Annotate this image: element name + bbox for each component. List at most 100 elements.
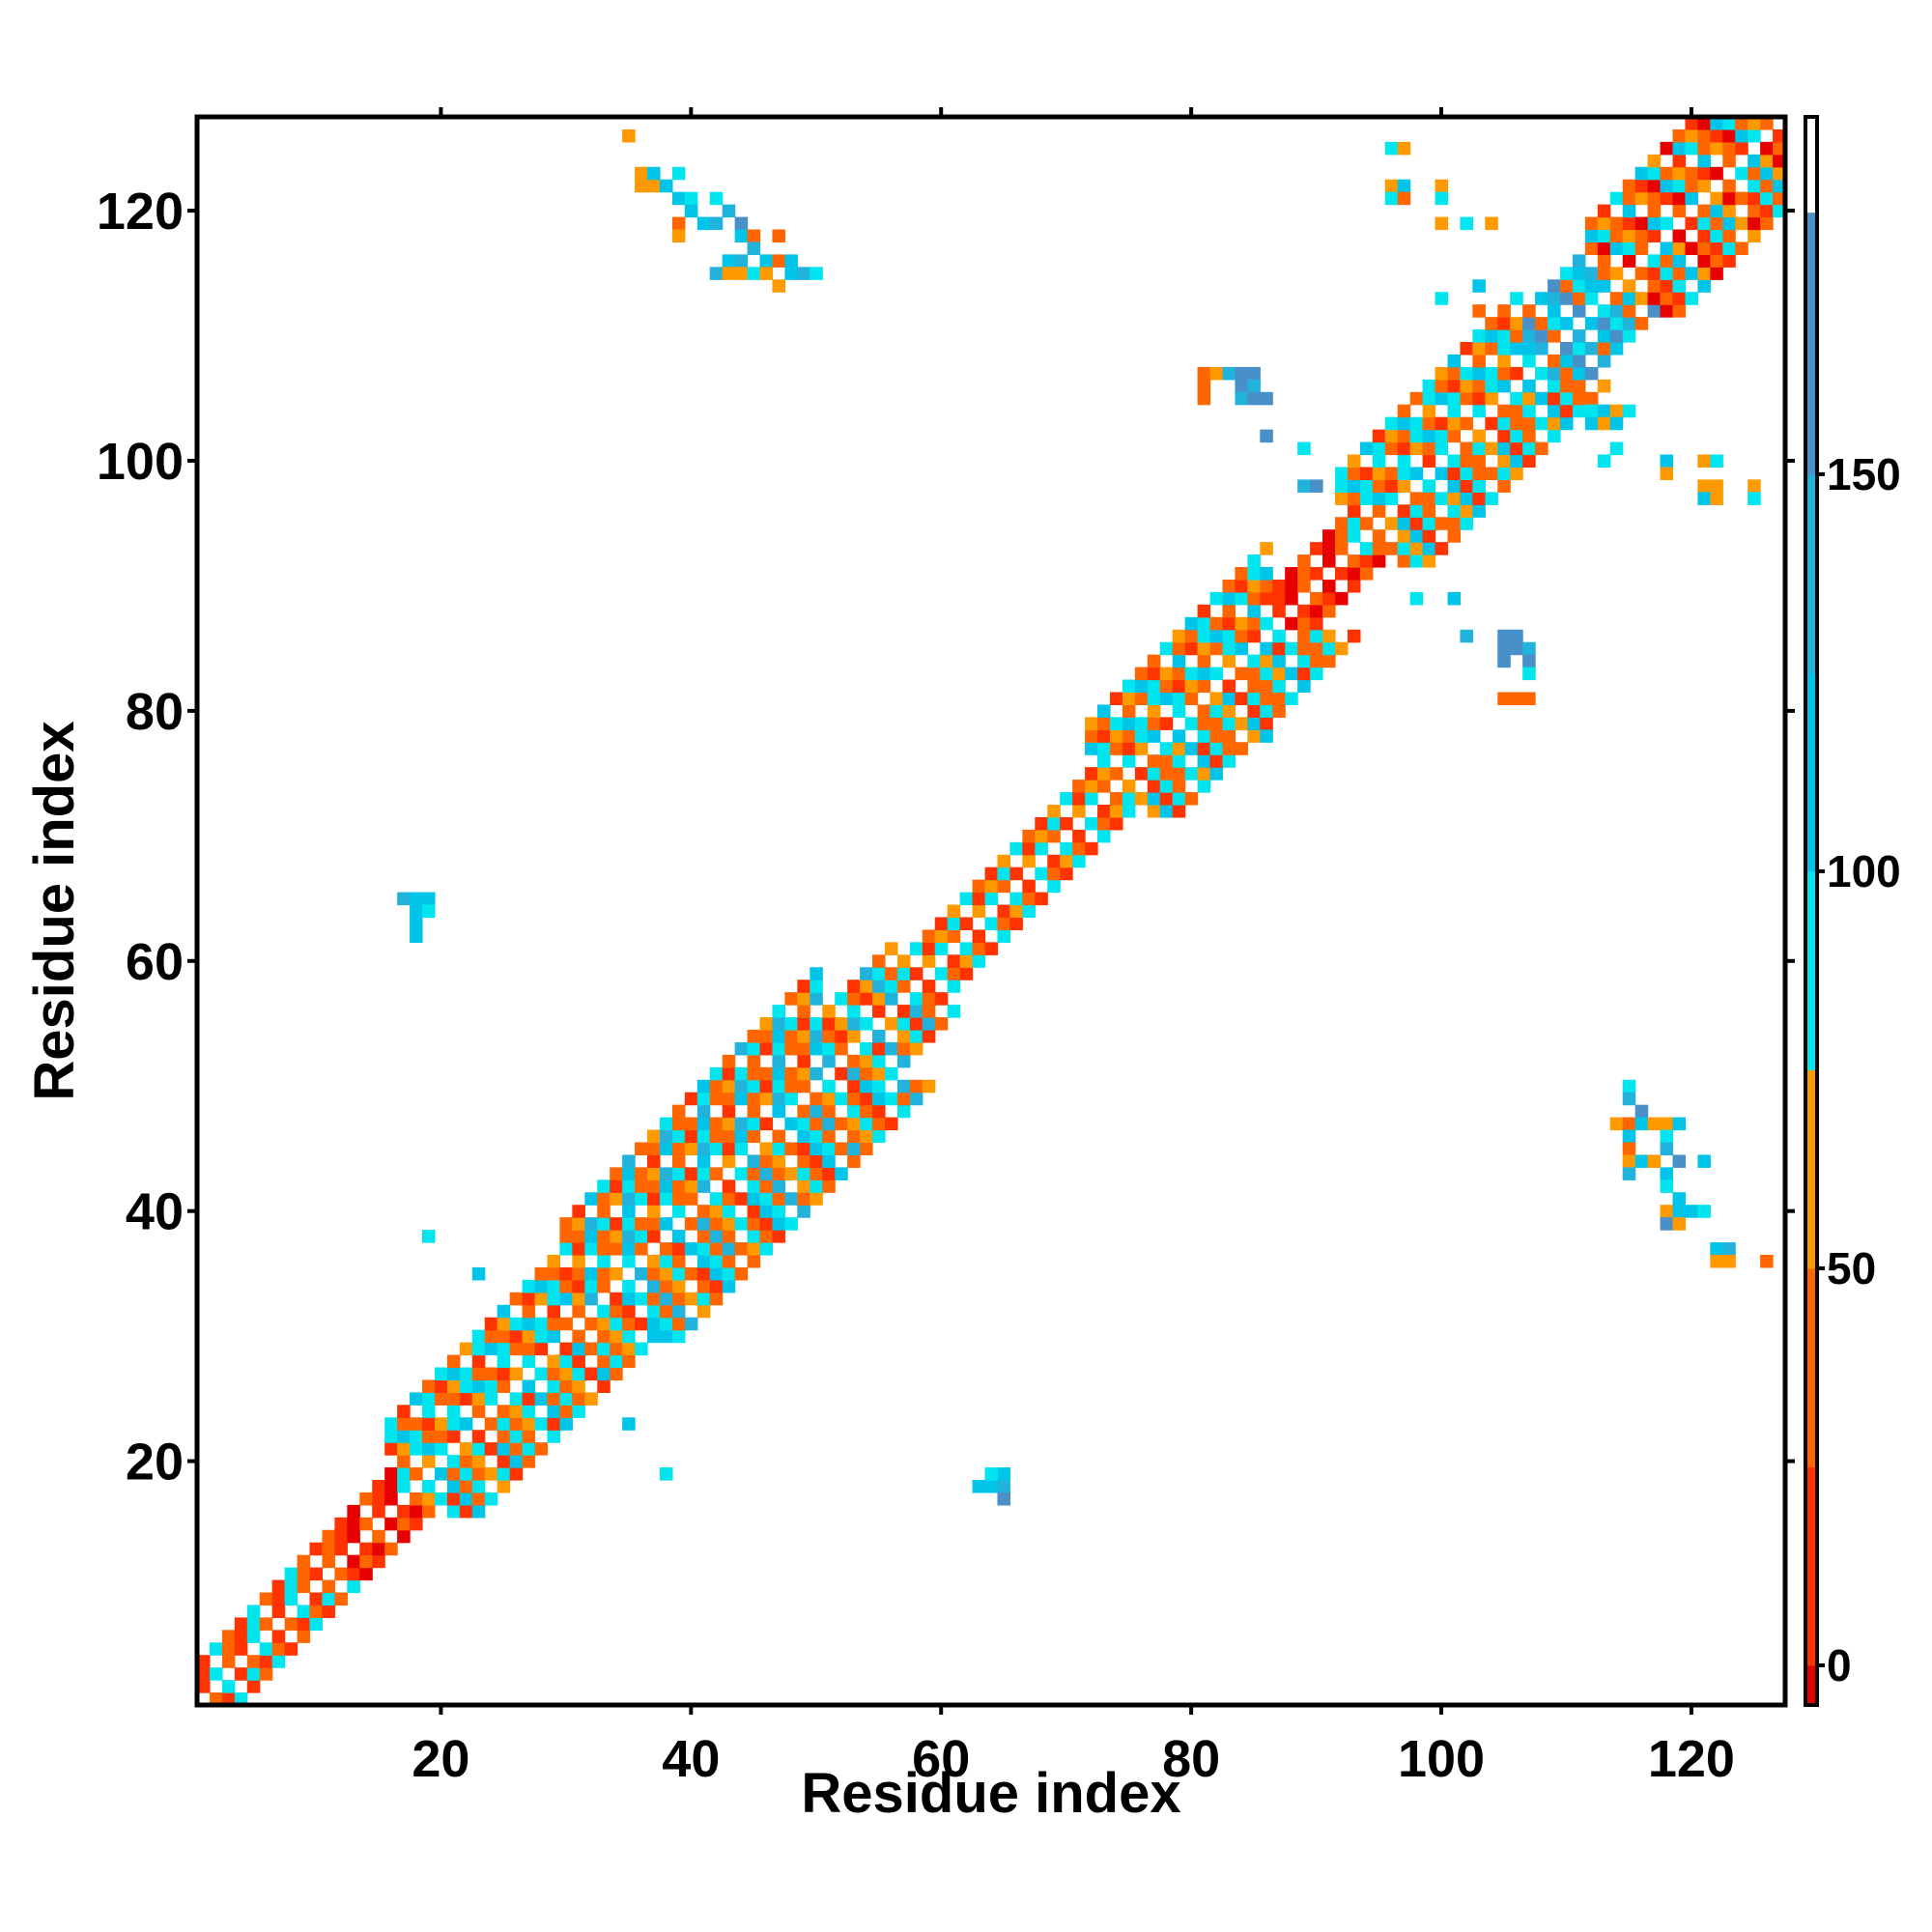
heatmap-cell xyxy=(471,1479,486,1493)
heatmap-cell xyxy=(622,1342,636,1356)
heatmap-cell xyxy=(1159,692,1174,705)
heatmap-cell xyxy=(647,1266,661,1281)
heatmap-cell xyxy=(1548,429,1561,443)
heatmap-cell xyxy=(709,1205,724,1218)
heatmap-cell xyxy=(1447,404,1462,418)
heatmap-cell xyxy=(384,1430,398,1443)
heatmap-cell xyxy=(684,1167,698,1180)
heatmap-cell xyxy=(572,1230,585,1243)
heatmap-cell xyxy=(1197,717,1211,730)
heatmap-cell xyxy=(322,1605,335,1618)
heatmap-cell xyxy=(422,1455,436,1468)
heatmap-cell xyxy=(1409,504,1424,518)
heatmap-cell xyxy=(359,1567,373,1581)
heatmap-cell xyxy=(372,1542,385,1556)
heatmap-cell xyxy=(1435,292,1449,305)
heatmap-cell xyxy=(509,1329,524,1344)
heatmap-cell xyxy=(1773,204,1786,218)
heatmap-cell xyxy=(1122,754,1136,768)
heatmap-cell xyxy=(1222,742,1236,755)
heatmap-cell xyxy=(759,1079,774,1094)
heatmap-cell xyxy=(759,1154,774,1168)
heatmap-cell xyxy=(1559,317,1574,330)
heatmap-cell xyxy=(972,879,986,894)
heatmap-cell xyxy=(1510,391,1523,406)
heatmap-cell xyxy=(1672,128,1687,143)
heatmap-cell xyxy=(647,1129,661,1144)
heatmap-cell xyxy=(947,954,961,968)
heatmap-cell xyxy=(422,1417,436,1431)
heatmap-cell xyxy=(1634,1154,1649,1168)
heatmap-cell xyxy=(1122,792,1136,806)
heatmap-cell xyxy=(1047,829,1061,843)
heatmap-cell xyxy=(297,1630,311,1643)
heatmap-cell xyxy=(784,1217,798,1231)
heatmap-cell xyxy=(434,1467,448,1481)
heatmap-cell xyxy=(659,1192,673,1206)
heatmap-cell xyxy=(1597,304,1611,318)
heatmap-cell xyxy=(1710,454,1723,469)
heatmap-cell xyxy=(471,1367,486,1381)
heatmap-cell xyxy=(610,1329,623,1344)
heatmap-cell xyxy=(1260,591,1273,606)
heatmap-cell xyxy=(1710,204,1723,218)
heatmap-cell xyxy=(847,1092,861,1106)
heatmap-cell xyxy=(671,1179,686,1193)
heatmap-cell xyxy=(734,216,749,231)
heatmap-cell xyxy=(671,166,686,181)
heatmap-cell xyxy=(559,1242,573,1256)
heatmap-cell xyxy=(872,967,886,980)
heatmap-cell xyxy=(597,1192,611,1206)
heatmap-cell xyxy=(1209,754,1224,768)
heatmap-cell xyxy=(1147,704,1161,718)
heatmap-cell xyxy=(1548,391,1561,406)
heatmap-cell xyxy=(671,1254,686,1268)
heatmap-cell xyxy=(1447,379,1462,393)
heatmap-cell xyxy=(709,1092,724,1106)
heatmap-cell xyxy=(1522,354,1536,368)
heatmap-cell xyxy=(1685,1205,1698,1218)
heatmap-cell xyxy=(922,980,936,993)
heatmap-cell xyxy=(1622,1092,1636,1106)
heatmap-cell xyxy=(522,1405,536,1418)
heatmap-cell xyxy=(847,1017,861,1031)
heatmap-cell xyxy=(635,179,648,193)
heatmap-cell xyxy=(471,1266,486,1281)
heatmap-cell xyxy=(759,1029,774,1043)
heatmap-cell xyxy=(1584,366,1599,381)
heatmap-cell xyxy=(1435,366,1449,381)
heatmap-cell xyxy=(1548,317,1561,330)
heatmap-cell xyxy=(1485,342,1498,355)
heatmap-cell xyxy=(1109,729,1123,743)
heatmap-cell xyxy=(1584,229,1599,243)
heatmap-cell xyxy=(947,917,961,931)
heatmap-cell xyxy=(1197,742,1211,755)
heatmap-cell xyxy=(1235,366,1248,381)
heatmap-cell xyxy=(1460,479,1473,493)
heatmap-cell xyxy=(1548,366,1561,381)
heatmap-cell xyxy=(1172,629,1186,643)
heatmap-cell xyxy=(659,1467,673,1481)
heatmap-cell xyxy=(671,1266,686,1281)
heatmap-cell xyxy=(1359,542,1374,555)
heatmap-cell xyxy=(759,1017,774,1031)
heatmap-cell xyxy=(997,917,1011,931)
heatmap-cell xyxy=(1609,229,1624,243)
heatmap-cell xyxy=(835,1092,848,1106)
heatmap-cell xyxy=(1609,342,1624,355)
heatmap-cell xyxy=(559,1417,573,1431)
heatmap-cell xyxy=(1485,492,1498,505)
heatmap-cell xyxy=(1159,717,1174,730)
heatmap-cell xyxy=(722,1129,736,1144)
heatmap-cell xyxy=(1035,867,1048,881)
heatmap-cell xyxy=(559,1354,573,1369)
heatmap-cell xyxy=(1548,379,1561,393)
heatmap-cell xyxy=(759,1205,774,1218)
heatmap-cell xyxy=(671,1279,686,1293)
heatmap-cell xyxy=(810,1092,823,1106)
heatmap-cell xyxy=(1209,641,1224,656)
heatmap-cell xyxy=(684,1217,698,1231)
heatmap-cell xyxy=(734,1192,749,1206)
heatmap-cell xyxy=(622,1292,636,1306)
heatmap-cell xyxy=(1647,254,1662,268)
